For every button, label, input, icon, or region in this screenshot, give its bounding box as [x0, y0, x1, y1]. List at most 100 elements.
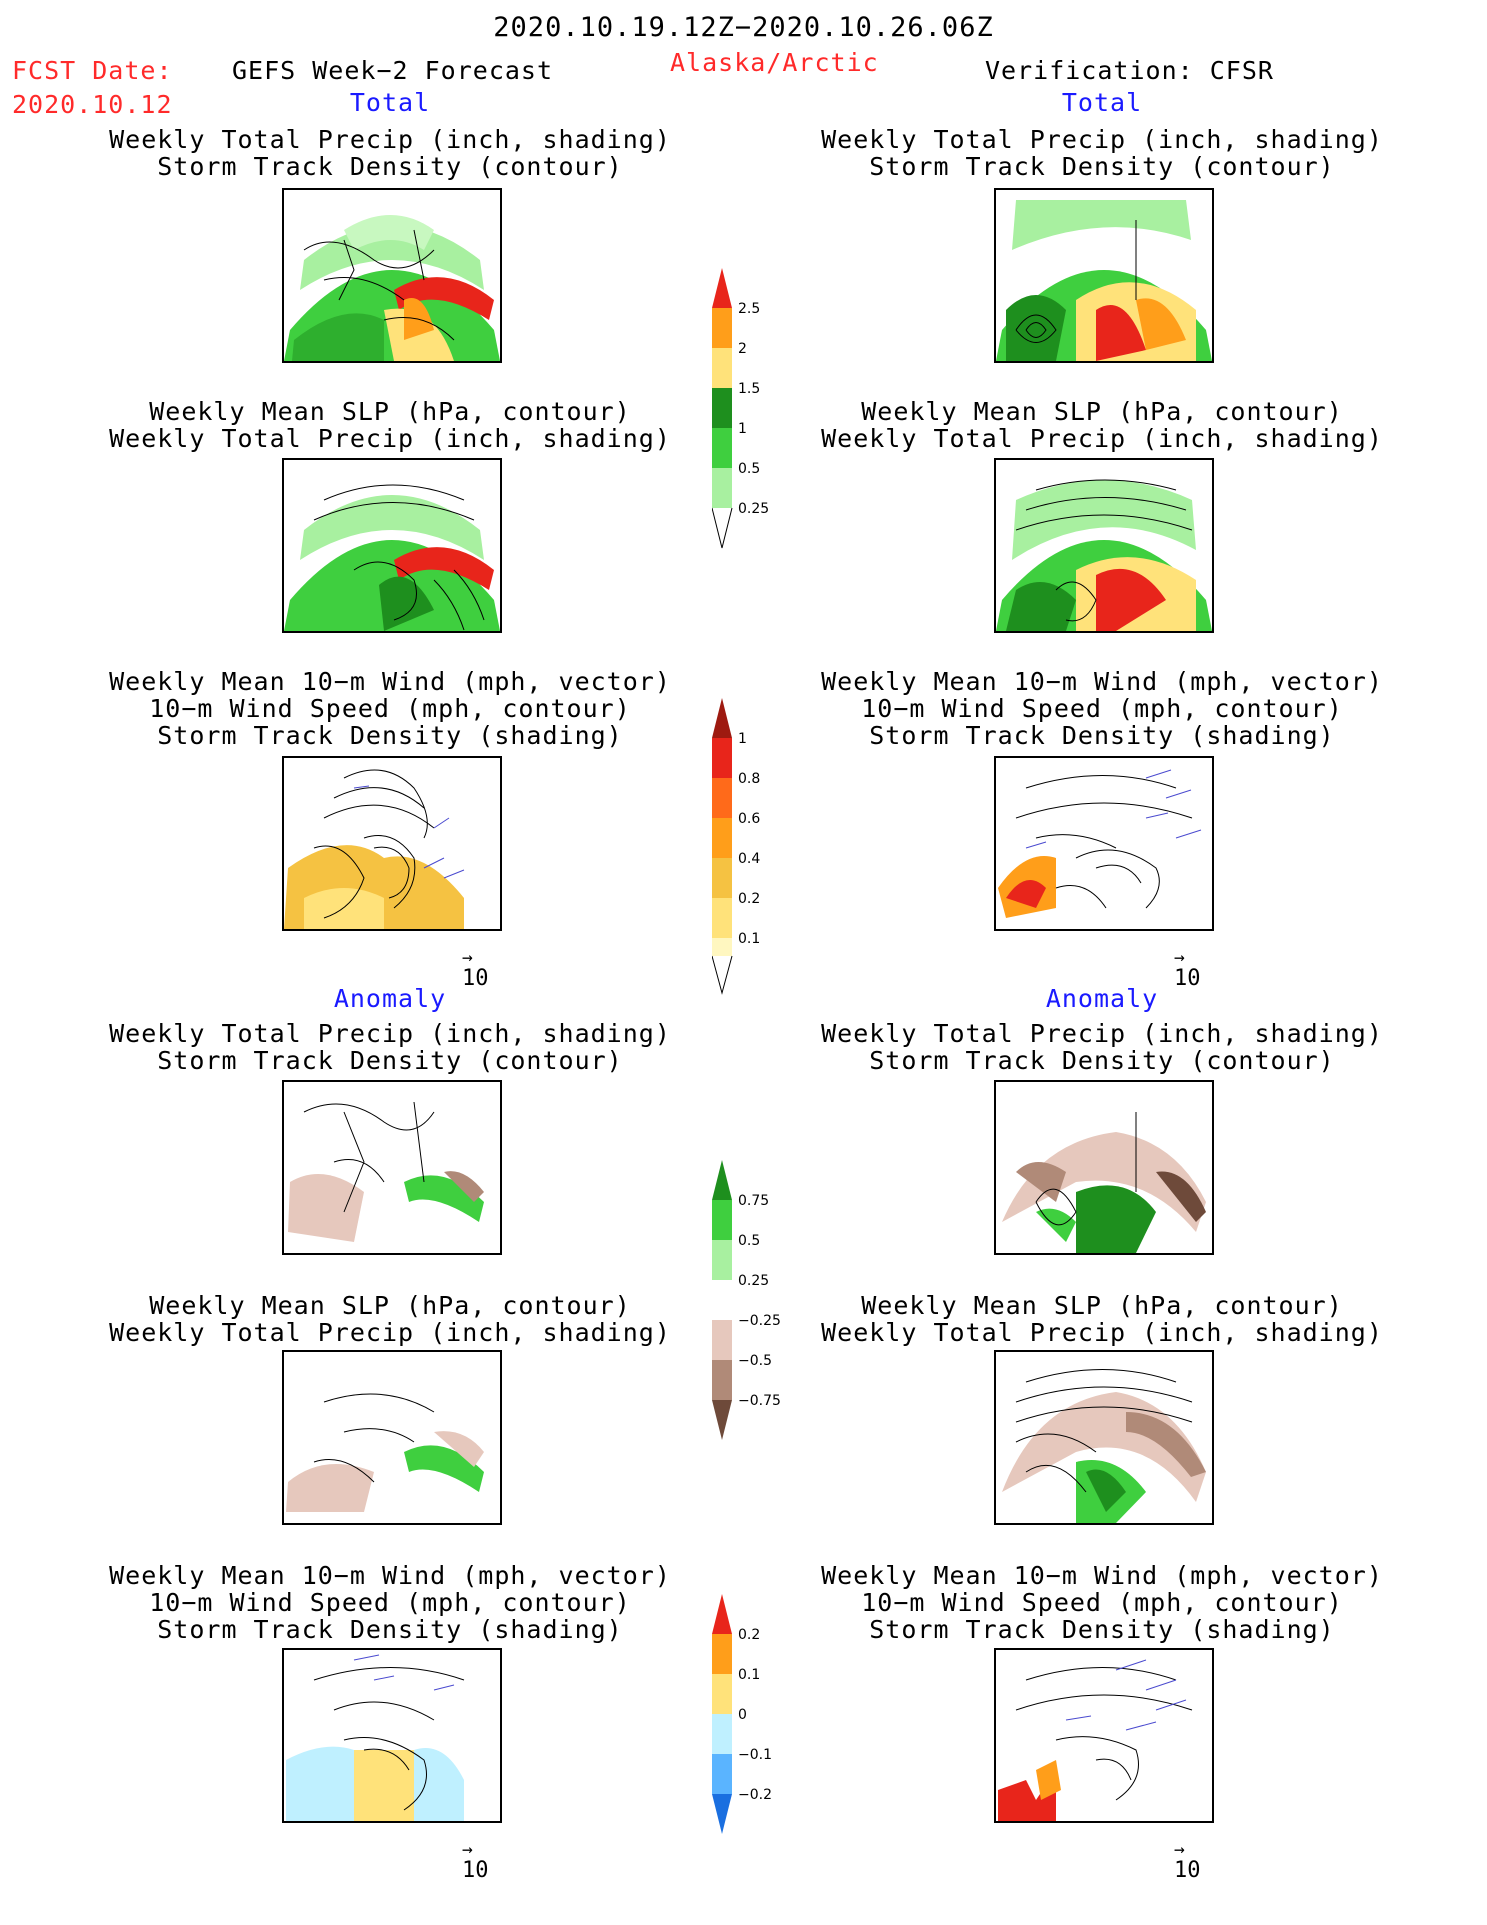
colorbar-swatch	[712, 428, 732, 468]
colorbar-swatch	[711, 507, 733, 549]
colorbar-label: 0.8	[738, 771, 761, 787]
colorbar-precip-total-swatches	[711, 268, 733, 549]
panel-title-precip-storm-verif-total: Weekly Total Precip (inch, shading) Stor…	[821, 125, 1383, 181]
colorbar-label: 0.4	[738, 851, 761, 867]
colorbar-storm-total-swatches	[711, 698, 733, 995]
colorbar-label: 0.6	[738, 811, 761, 827]
colorbar-label: 0.75	[738, 1193, 770, 1209]
map-precip-storm-fcst-anom	[282, 1080, 502, 1255]
colorbar-swatch	[712, 738, 732, 778]
colorbar-swatch	[712, 1160, 732, 1200]
vector-arrow-icon: →	[1174, 947, 1185, 968]
map-wind-storm-fcst-anom	[282, 1648, 502, 1823]
panel-title-wind-storm-verif-anom: Weekly Mean 10−m Wind (mph, vector) 10−m…	[821, 1561, 1383, 1644]
section-anomaly-left: Anomaly	[333, 984, 447, 1013]
colorbar-swatch	[712, 348, 732, 388]
map-slp-precip-fcst-total	[282, 458, 502, 633]
colorbar-swatch	[712, 1360, 732, 1400]
panel-title-precip-storm-verif-anom: Weekly Total Precip (inch, shading) Stor…	[821, 1019, 1383, 1075]
map-precip-storm-verif-total	[994, 188, 1214, 363]
map-precip-storm-fcst-total	[282, 188, 502, 363]
colorbar-label: 0.25	[738, 501, 770, 517]
colorbar-swatch	[712, 1240, 732, 1280]
map-wind-storm-verif-anom	[994, 1648, 1214, 1823]
colorbar-label: −0.2	[738, 1787, 772, 1803]
map-slp-precip-verif-anom	[994, 1350, 1214, 1525]
colorbar-swatch	[712, 1400, 732, 1440]
panel-title-precip-storm-fcst-total: Weekly Total Precip (inch, shading) Stor…	[109, 125, 671, 181]
panel-title-slp-precip-fcst-anom: Weekly Mean SLP (hPa, contour) Weekly To…	[109, 1291, 671, 1347]
colorbar-swatch	[712, 308, 732, 348]
section-total-left: Total	[349, 88, 431, 117]
map-slp-precip-verif-total	[994, 458, 1214, 633]
colorbar-label: 0.2	[738, 1627, 761, 1643]
vector-arrow-icon: →	[462, 1839, 473, 1860]
colorbar-swatch	[712, 1320, 732, 1360]
vector-reference-verif-total: → 10	[1174, 947, 1201, 992]
colorbar-swatch	[712, 1200, 732, 1240]
map-slp-precip-fcst-anom	[282, 1350, 502, 1525]
colorbar-label: −0.5	[738, 1353, 772, 1369]
colorbar-precip-anom-swatches	[712, 1160, 732, 1440]
colorbar-label: 1	[738, 421, 747, 437]
colorbar-swatch	[712, 698, 732, 738]
panel-title-wind-storm-fcst-anom: Weekly Mean 10−m Wind (mph, vector) 10−m…	[109, 1561, 671, 1644]
colorbar-label: 2.5	[738, 301, 761, 317]
map-wind-storm-verif-total	[994, 756, 1214, 931]
fcst-date-label: FCST Date:	[12, 56, 173, 85]
map-precip-storm-verif-anom	[994, 1080, 1214, 1255]
colorbar-label: 0.5	[738, 1233, 761, 1249]
colorbar-label: 1	[738, 731, 747, 747]
colorbar-label: 0.25	[738, 1273, 770, 1289]
colorbar-label: −0.25	[738, 1313, 781, 1329]
vector-reference-fcst-total: → 10	[462, 947, 489, 992]
colorbar-storm-total: 1 0.8 0.6 0.4 0.2 0.1	[711, 698, 812, 998]
colorbar-swatch	[712, 1674, 732, 1714]
colorbar-swatch	[712, 268, 732, 308]
panel-title-precip-storm-fcst-anom: Weekly Total Precip (inch, shading) Stor…	[109, 1019, 671, 1075]
colorbar-swatch	[712, 938, 732, 956]
fcst-date-value: 2020.10.12	[12, 90, 173, 119]
map-wind-storm-fcst-total	[282, 756, 502, 931]
colorbar-label: −0.75	[738, 1393, 781, 1409]
colorbar-precip-anom: 0.75 0.5 0.25 −0.25 −0.5 −0.75	[712, 1160, 812, 1450]
date-range-title: 2020.10.19.12Z−2020.10.26.06Z	[493, 12, 994, 43]
colorbar-swatch	[712, 1634, 732, 1674]
section-total-right: Total	[1061, 88, 1143, 117]
forecast-title: GEFS Week−2 Forecast	[232, 56, 554, 85]
colorbar-swatch	[711, 955, 733, 995]
colorbar-swatch	[712, 1794, 732, 1834]
section-anomaly-right: Anomaly	[1045, 984, 1159, 1013]
colorbar-label: 0.5	[738, 461, 761, 477]
colorbar-storm-anom: 0.2 0.1 0 −0.1 −0.2	[712, 1594, 812, 1844]
vector-reference-fcst-anom: → 10	[462, 1839, 489, 1884]
colorbar-swatch	[712, 1280, 732, 1320]
panel-title-slp-precip-verif-anom: Weekly Mean SLP (hPa, contour) Weekly To…	[821, 1291, 1383, 1347]
verification-title: Verification: CFSR	[985, 56, 1274, 85]
vector-arrow-icon: →	[462, 947, 473, 968]
colorbar-swatch	[712, 898, 732, 938]
colorbar-label: −0.1	[738, 1747, 772, 1763]
colorbar-label: 0.1	[738, 1667, 761, 1683]
colorbar-label: 0	[738, 1707, 747, 1723]
vector-arrow-icon: →	[1174, 1839, 1185, 1860]
panel-title-wind-storm-verif-total: Weekly Mean 10−m Wind (mph, vector) 10−m…	[821, 667, 1383, 750]
colorbar-swatch	[712, 1714, 732, 1754]
colorbar-label: 1.5	[738, 381, 761, 397]
colorbar-swatch	[712, 1754, 732, 1794]
colorbar-swatch	[712, 858, 732, 898]
colorbar-swatch	[712, 388, 732, 428]
colorbar-swatch	[712, 818, 732, 858]
colorbar-swatch	[712, 468, 732, 508]
colorbar-label: 2	[738, 341, 747, 357]
colorbar-precip-total: 2.5 2 1.5 1 0.5 0.25	[711, 268, 812, 558]
colorbar-label: 0.1	[738, 931, 761, 947]
panel-title-slp-precip-fcst-total: Weekly Mean SLP (hPa, contour) Weekly To…	[109, 397, 671, 453]
panel-title-wind-storm-fcst-total: Weekly Mean 10−m Wind (mph, vector) 10−m…	[109, 667, 671, 750]
colorbar-swatch	[712, 1594, 732, 1634]
colorbar-label: 0.2	[738, 891, 761, 907]
colorbar-swatch	[712, 778, 732, 818]
region-title: Alaska/Arctic	[670, 48, 879, 77]
panel-title-slp-precip-verif-total: Weekly Mean SLP (hPa, contour) Weekly To…	[821, 397, 1383, 453]
colorbar-storm-anom-swatches	[712, 1594, 732, 1834]
